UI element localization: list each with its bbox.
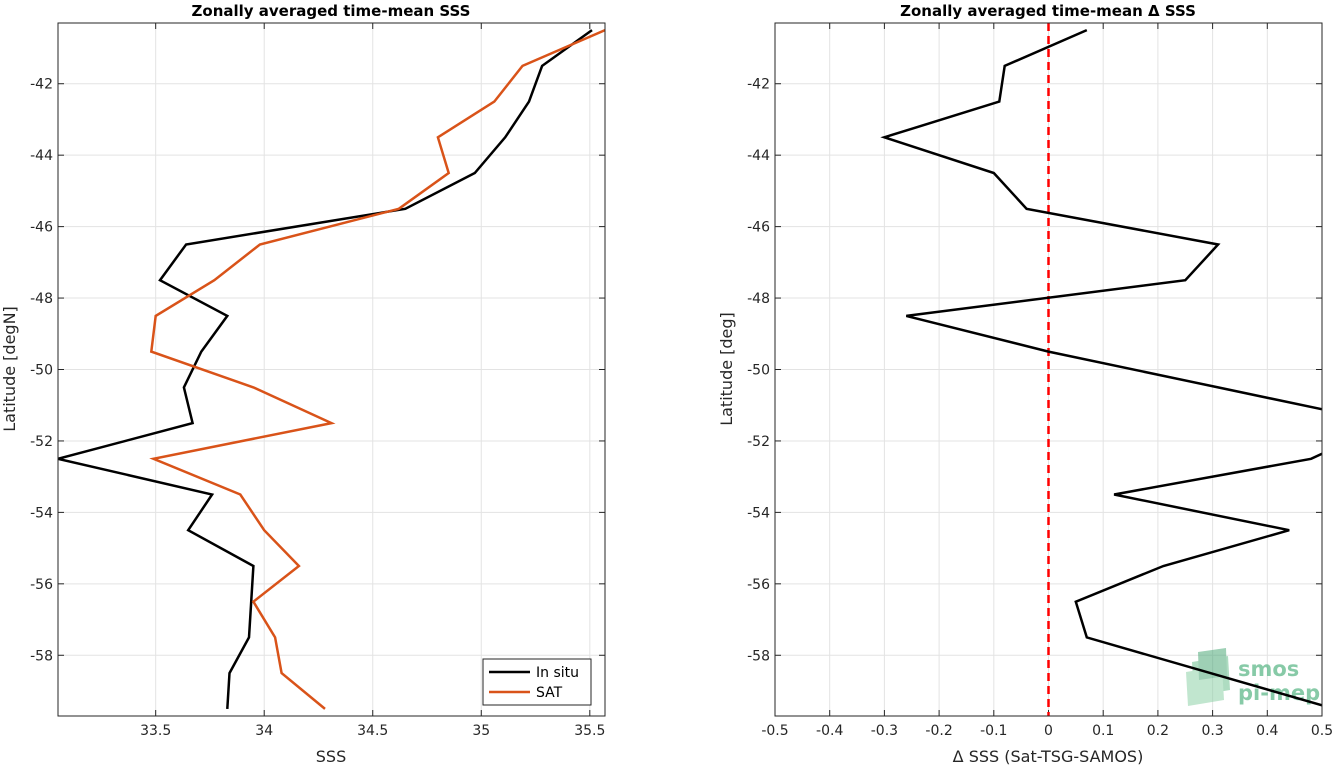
series-line-sat — [149, 28, 605, 710]
x-tick-label: 0.5 — [1311, 723, 1333, 739]
y-tick-label: -50 — [30, 363, 53, 379]
left-ticks: 33.5 34 34.5 35 35.5 -58 -56 -54 -52 -50 -48 -46 -44… — [30, 23, 605, 739]
x-tick-label: 35 — [472, 723, 490, 739]
x-tick-label: -0.2 — [925, 723, 952, 739]
x-tick-label: 0.3 — [1201, 723, 1223, 739]
legend-label-sat: SAT — [536, 685, 563, 701]
x-tick-label: -0.3 — [871, 723, 898, 739]
x-tick-label: 35.5 — [574, 723, 605, 739]
y-tick-label: -54 — [30, 505, 53, 521]
right-y-axis-label: Latitude [deg] — [717, 312, 736, 426]
left-chart-title: Zonally averaged time-mean SSS — [192, 2, 471, 20]
x-tick-label: -0.5 — [761, 723, 788, 739]
y-tick-label: -42 — [30, 77, 53, 93]
y-tick-label: -44 — [30, 148, 53, 164]
right-axes-box — [774, 22, 1323, 717]
y-tick-label: -52 — [30, 434, 53, 450]
y-tick-label: -54 — [747, 505, 770, 521]
left-panel: 33.5 34 34.5 35 35.5 -58 -56 -54 -52 -50 -48 -46 -44… — [0, 2, 606, 765]
x-tick-label: 0.4 — [1256, 723, 1278, 739]
y-tick-label: -56 — [747, 577, 770, 593]
y-tick-label: -42 — [747, 77, 770, 93]
y-tick-label: -44 — [747, 148, 770, 164]
y-tick-label: -50 — [747, 363, 770, 379]
left-series — [58, 28, 605, 710]
right-panel: -0.5 -0.4 -0.3 -0.2 -0.1 0 0.1 0.2 0.3 0.4 0.5 -58 -… — [717, 2, 1333, 765]
x-tick-label: 34 — [255, 723, 273, 739]
x-tick-label: -0.1 — [980, 723, 1007, 739]
x-tick-label: 34.5 — [357, 723, 388, 739]
y-tick-label: -56 — [30, 577, 53, 593]
left-x-axis-label: SSS — [316, 747, 346, 765]
logo-text-smos: smos — [1238, 657, 1299, 681]
y-tick-label: -46 — [30, 220, 53, 236]
right-x-axis-label: Δ SSS (Sat-TSG-SAMOS) — [953, 747, 1144, 765]
y-tick-label: -48 — [747, 291, 770, 307]
right-series — [880, 28, 1322, 707]
right-chart-title: Zonally averaged time-mean Δ SSS — [900, 2, 1196, 20]
left-grid — [58, 23, 605, 716]
x-tick-label: 0.1 — [1092, 723, 1114, 739]
left-y-axis-label: Latitude [degN] — [0, 306, 19, 432]
y-tick-label: -52 — [747, 434, 770, 450]
legend: In situ SAT — [482, 658, 592, 706]
y-tick-label: -46 — [747, 220, 770, 236]
y-tick-label: -48 — [30, 291, 53, 307]
x-tick-label: -0.4 — [816, 723, 843, 739]
y-tick-label: -58 — [30, 648, 53, 664]
x-tick-label: 0 — [1044, 723, 1053, 739]
legend-label-in-situ: In situ — [536, 665, 579, 681]
series-line-in-situ — [58, 29, 593, 709]
left-axes-box — [57, 22, 606, 717]
legend-box — [482, 658, 592, 706]
x-tick-label: 0.2 — [1147, 723, 1169, 739]
y-tick-label: -58 — [747, 648, 770, 664]
x-tick-label: 33.5 — [140, 723, 171, 739]
series-line-series-0 — [880, 28, 1322, 707]
